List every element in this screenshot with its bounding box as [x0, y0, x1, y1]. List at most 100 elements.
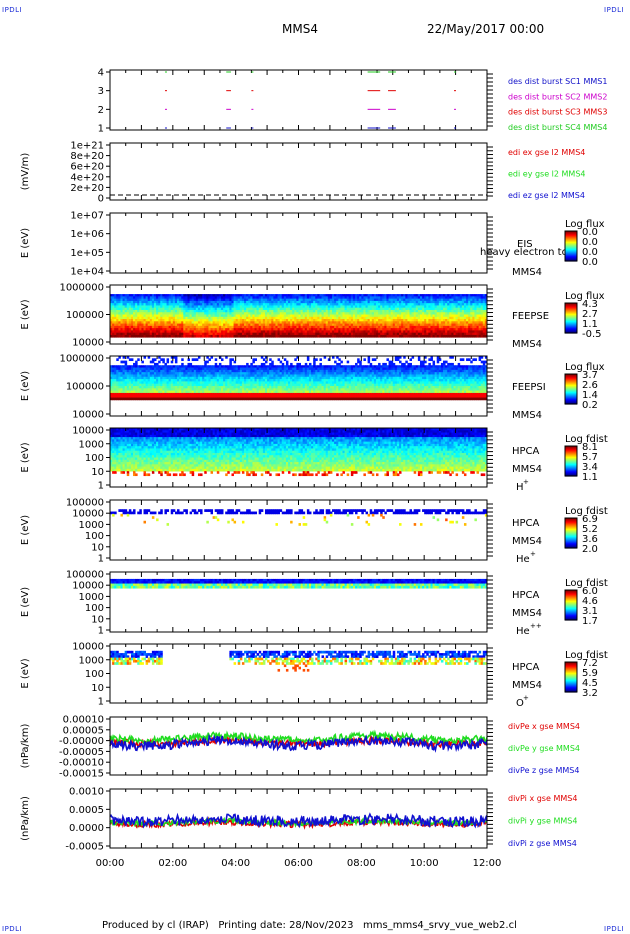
- spectrogram-cell: [375, 332, 379, 336]
- spectrogram-cell: [225, 386, 228, 389]
- spectrogram-cell: [200, 383, 203, 387]
- spectrogram-cell: [262, 369, 266, 373]
- spectrogram-cell: [332, 316, 335, 320]
- spectrogram-cell: [302, 312, 306, 315]
- spectrogram-cell: [172, 372, 176, 375]
- spectrogram-cell: [168, 328, 172, 331]
- spectrogram-cell: [260, 381, 264, 385]
- spectrogram-cell: [384, 319, 387, 322]
- spectrogram-cell: [185, 334, 188, 338]
- spectrogram-cell: [474, 305, 477, 309]
- spectrogram-cell: [380, 330, 383, 334]
- spectrogram-cell: [325, 325, 329, 329]
- spectrogram-cell: [145, 379, 149, 382]
- spectrogram-cell: [151, 303, 155, 306]
- spectrogram-cell: [386, 323, 389, 327]
- spectrogram-cell: [334, 323, 337, 327]
- spectrogram-cell: [308, 328, 312, 331]
- spectrogram-cell: [256, 300, 260, 304]
- spectrogram-cell: [143, 325, 147, 329]
- spectrogram-cell: [229, 369, 232, 373]
- spectrogram-cell: [296, 298, 299, 302]
- spectrogram-cell: [181, 383, 184, 387]
- spectrogram-cell: [260, 367, 264, 371]
- spectrogram-cell: [151, 314, 155, 318]
- spectrogram-cell: [302, 325, 306, 329]
- spectrogram-cell: [135, 303, 138, 306]
- spectrogram-cell: [204, 328, 207, 331]
- spectrogram-cell: [172, 369, 176, 373]
- spectrogram-cell: [470, 298, 473, 302]
- panel-eis: [109, 212, 493, 274]
- spectrogram-cell: [116, 303, 119, 306]
- spectrogram-cell: [204, 367, 207, 371]
- spectrogram-cell: [332, 334, 335, 338]
- spectrogram-cell: [269, 314, 272, 318]
- spectrogram-cell: [168, 296, 172, 300]
- spectrogram-cell: [139, 298, 142, 302]
- spectrogram-cell: [200, 319, 203, 322]
- spectrogram-cell: [342, 296, 345, 300]
- spectrogram-cell: [250, 383, 253, 387]
- spectrogram-cell: [463, 305, 467, 309]
- spectrogram-cell: [197, 321, 201, 324]
- spectrogram-cell: [114, 305, 117, 309]
- spectrogram-cell: [419, 305, 423, 309]
- spectrogram-cell: [158, 386, 161, 389]
- spectrogram-cell: [244, 298, 247, 302]
- spectrogram-cell: [399, 303, 402, 306]
- spectrogram-cell: [357, 296, 360, 300]
- colorbar-segment: [565, 311, 577, 313]
- spectrogram-cell: [231, 383, 234, 387]
- spectrogram-cell: [461, 300, 465, 304]
- spectrogram-cell: [283, 367, 287, 371]
- spectrogram-cell: [216, 300, 220, 304]
- spectrogram-cell: [200, 305, 203, 309]
- spectrogram-cell: [313, 303, 316, 306]
- spectrogram-cell: [250, 319, 253, 322]
- spectrogram-cell: [363, 332, 366, 336]
- spectrogram-cell: [484, 321, 488, 324]
- spectrogram-cell: [185, 381, 188, 385]
- spectrogram-cell: [143, 312, 147, 315]
- spectrogram-cell: [189, 379, 193, 382]
- spectrogram-cell: [271, 319, 274, 322]
- spectrogram-cell: [285, 392, 289, 396]
- spectrogram-cell: [329, 296, 333, 300]
- spectrogram-cell: [352, 321, 356, 324]
- spectrogram-cell: [271, 328, 274, 331]
- spectrogram-cell: [436, 300, 440, 304]
- spectrogram-cell: [422, 300, 425, 304]
- spectrogram-cell: [120, 321, 123, 324]
- spectrogram-cell: [229, 367, 232, 371]
- spectrogram-cell: [411, 328, 415, 331]
- spectrogram-cell: [179, 390, 182, 394]
- spectrogram-cell: [162, 381, 165, 385]
- spectrogram-cell: [206, 314, 209, 318]
- spectrogram-cell: [332, 307, 335, 311]
- spectrogram-cell: [225, 390, 228, 394]
- spectrogram-cell: [116, 298, 119, 302]
- spectrogram-cell: [256, 388, 260, 392]
- spectrogram-cell: [273, 314, 276, 318]
- spectrogram-cell: [143, 356, 147, 359]
- colorbar-segment: [565, 232, 577, 234]
- spectrogram-cell: [114, 296, 117, 300]
- spectrogram-cell: [336, 328, 339, 331]
- spectrogram-cell: [432, 309, 436, 313]
- spectrogram-cell: [239, 388, 243, 392]
- spectrogram-cell: [118, 312, 121, 315]
- spectrogram-cell: [290, 334, 293, 338]
- spectrogram-cell: [156, 328, 159, 331]
- panel-edi: [109, 142, 493, 201]
- spectrogram-cell: [422, 303, 425, 306]
- spectrogram-cell: [459, 334, 463, 338]
- spectrogram-cell: [476, 334, 480, 338]
- spectrogram-cell: [388, 300, 392, 304]
- spectrogram-cell: [223, 296, 226, 300]
- spectrogram-cell: [193, 294, 197, 297]
- spectrogram-cell: [179, 332, 182, 336]
- spectrogram-cell: [392, 328, 396, 331]
- spectrogram-cell: [122, 312, 126, 315]
- spectrogram-cell: [401, 334, 404, 338]
